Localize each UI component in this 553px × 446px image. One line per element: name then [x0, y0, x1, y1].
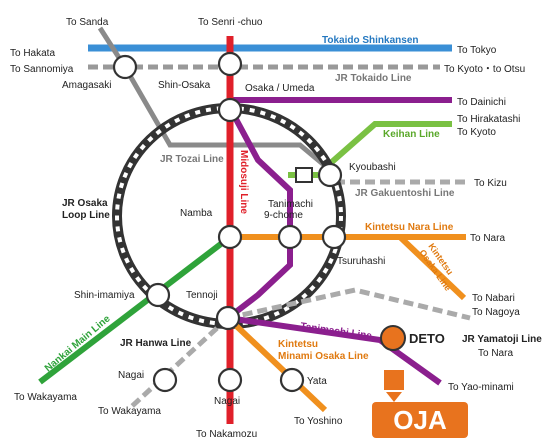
- station-amagasaki[interactable]: [112, 54, 138, 80]
- oja-pointer: [386, 392, 402, 402]
- line-jr-hanwa: [128, 316, 230, 410]
- deto-label: DETO: [409, 331, 445, 346]
- dest-senri-chuo: To Senri -chuo: [198, 17, 263, 28]
- label-tsuruhashi: Tsuruhashi: [337, 256, 385, 267]
- dest-nara-2: To Nara: [478, 348, 513, 359]
- label-tanimachi-9: Tanimachi 9-chome: [264, 199, 313, 221]
- dest-yoshino: To Yoshino: [294, 416, 343, 427]
- label-osaka-umeda: Osaka / Umeda: [245, 83, 315, 94]
- oja-connector: [384, 370, 404, 390]
- station-shin-imamiya[interactable]: [145, 282, 171, 308]
- dest-dainichi: To Dainichi: [457, 97, 506, 108]
- label-yata: Yata: [307, 376, 327, 387]
- line-kintetsu-minami-osaka: [225, 315, 328, 413]
- label-jr-gakuentoshi: JR Gakuentoshi Line: [355, 188, 455, 199]
- station-shin-osaka[interactable]: [217, 51, 243, 77]
- label-jr-yamatoji: JR Yamatoji Line: [462, 334, 542, 345]
- dest-wakayama-2: To Wakayama: [98, 406, 161, 417]
- oja-label: OJA: [393, 405, 447, 435]
- station-kyoubashi[interactable]: [317, 162, 343, 188]
- dest-wakayama-1: To Wakayama: [14, 392, 77, 403]
- label-amagasaki: Amagasaki: [62, 80, 111, 91]
- label-keihan: Keihan Line: [383, 129, 440, 140]
- station-yata[interactable]: [279, 367, 305, 393]
- label-kyoubashi: Kyoubashi: [349, 162, 396, 173]
- label-jr-tozai: JR Tozai Line: [160, 154, 224, 165]
- station-keihan-kyoubashi[interactable]: [295, 167, 313, 183]
- line-jr-tozai: [97, 26, 332, 172]
- label-kintetsu-osaka: KintetsuOsaka Line: [417, 241, 462, 292]
- label-jr-tokaido: JR Tokaido Line: [335, 73, 412, 84]
- dest-sannomiya: To Sannomiya: [10, 64, 74, 75]
- station-nagai-2[interactable]: [217, 367, 243, 393]
- label-tokaido-shinkansen: Tokaido Shinkansen: [322, 35, 419, 46]
- dest-yao-minami: To Yao-minami: [448, 382, 514, 393]
- label-nagai-1: Nagai: [118, 370, 144, 381]
- dest-kizu: To Kizu: [474, 178, 507, 189]
- dest-kyoto: To Kyoto: [457, 127, 496, 138]
- station-nagai-1[interactable]: [152, 367, 178, 393]
- station-tennoji[interactable]: [215, 305, 241, 331]
- station-namba[interactable]: [217, 224, 243, 250]
- oja-box[interactable]: [372, 402, 468, 438]
- label-shin-imamiya: Shin-imamiya: [74, 290, 135, 301]
- label-tennoji: Tennoji: [186, 290, 218, 301]
- label-jr-hanwa: JR Hanwa Line: [120, 338, 192, 349]
- dest-sanda: To Sanda: [66, 17, 109, 28]
- dest-hirakatashi: To Hirakatashi: [457, 114, 520, 125]
- dest-nakamozu: To Nakamozu: [196, 429, 257, 440]
- dest-hakata: To Hakata: [10, 48, 55, 59]
- station-tsuruhashi[interactable]: [321, 224, 347, 250]
- dest-nabari: To Nabari: [472, 293, 515, 304]
- station-tanimachi-9[interactable]: [277, 224, 303, 250]
- label-kintetsu-nara: Kintetsu Nara Line: [365, 222, 454, 233]
- station-osaka-umeda[interactable]: [217, 97, 243, 123]
- line-nankai-main: [38, 234, 232, 385]
- dest-tokyo: To Tokyo: [457, 45, 497, 56]
- line-kintetsu-osaka: [397, 234, 467, 301]
- label-nankai-main: Nankai Main Line: [43, 313, 113, 374]
- label-jr-osaka-loop: JR Osaka Loop Line: [62, 198, 110, 221]
- deto-marker[interactable]: [380, 325, 406, 351]
- dest-nara: To Nara: [470, 233, 505, 244]
- label-nagai-2: Nagai: [214, 396, 240, 407]
- label-midosuji: Midosuji Line: [238, 150, 249, 214]
- line-tanimachi: [220, 106, 442, 386]
- label-kintetsu-minami-osaka: Kintetsu Minami Osaka Line: [278, 339, 369, 362]
- line-keihan: [323, 121, 452, 171]
- dest-kyoto-otsu: To Kyoto・to Otsu: [444, 64, 525, 75]
- label-shin-osaka: Shin-Osaka: [158, 80, 211, 91]
- label-namba: Namba: [180, 208, 213, 219]
- dest-nagoya: To Nagoya: [472, 307, 520, 318]
